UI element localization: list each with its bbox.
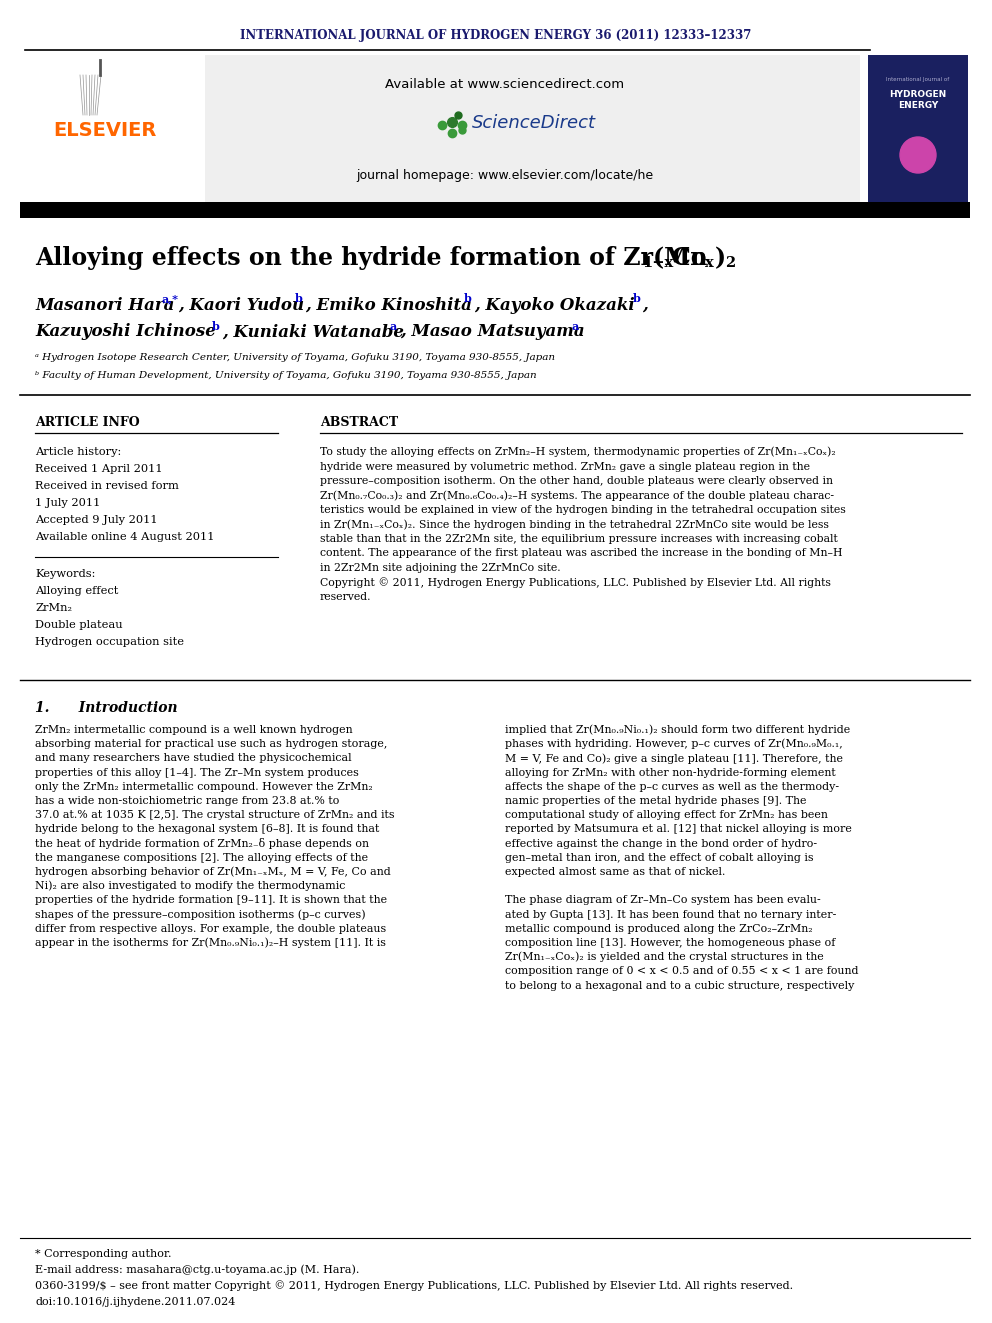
Text: 1 July 2011: 1 July 2011 bbox=[35, 497, 100, 508]
Text: in Zr(Mn₁₋ₓCoₓ)₂. Since the hydrogen binding in the tetrahedral 2ZrMnCo site wou: in Zr(Mn₁₋ₓCoₓ)₂. Since the hydrogen bin… bbox=[320, 519, 829, 529]
Text: Keywords:: Keywords: bbox=[35, 569, 95, 579]
Text: expected almost same as that of nickel.: expected almost same as that of nickel. bbox=[505, 867, 725, 877]
Text: to belong to a hexagonal and to a cubic structure, respectively: to belong to a hexagonal and to a cubic … bbox=[505, 980, 854, 991]
Text: , Kaori Yudou: , Kaori Yudou bbox=[178, 296, 305, 314]
Text: appear in the isotherms for Zr(Mn₀.₉Ni₀.₁)₂–H system [11]. It is: appear in the isotherms for Zr(Mn₀.₉Ni₀.… bbox=[35, 938, 386, 949]
Text: Available at www.sciencedirect.com: Available at www.sciencedirect.com bbox=[386, 78, 625, 91]
Text: INTERNATIONAL JOURNAL OF HYDROGEN ENERGY 36 (2011) 12333–12337: INTERNATIONAL JOURNAL OF HYDROGEN ENERGY… bbox=[240, 29, 752, 41]
Text: phases with hydriding. However, p–c curves of Zr(Mn₀.₉M₀.₁,: phases with hydriding. However, p–c curv… bbox=[505, 740, 843, 750]
Text: ZrMn₂: ZrMn₂ bbox=[35, 603, 72, 613]
Text: 1−x: 1−x bbox=[642, 255, 674, 270]
Text: ᵃ Hydrogen Isotope Research Center, University of Toyama, Gofuku 3190, Toyama 93: ᵃ Hydrogen Isotope Research Center, Univ… bbox=[35, 353, 555, 363]
Text: alloying for ZrMn₂ with other non-hydride-forming element: alloying for ZrMn₂ with other non-hydrid… bbox=[505, 767, 835, 778]
Text: Ni)₂ are also investigated to modify the thermodynamic: Ni)₂ are also investigated to modify the… bbox=[35, 881, 345, 892]
Text: Kazuyoshi Ichinose: Kazuyoshi Ichinose bbox=[35, 324, 216, 340]
Text: a: a bbox=[390, 320, 397, 332]
Text: * Corresponding author.: * Corresponding author. bbox=[35, 1249, 172, 1259]
Text: ABSTRACT: ABSTRACT bbox=[320, 415, 398, 429]
Text: ated by Gupta [13]. It has been found that no ternary inter-: ated by Gupta [13]. It has been found th… bbox=[505, 910, 836, 919]
Text: stable than that in the 2Zr2Mn site, the equilibrium pressure increases with inc: stable than that in the 2Zr2Mn site, the… bbox=[320, 534, 838, 544]
Text: b: b bbox=[295, 294, 303, 304]
Text: journal homepage: www.elsevier.com/locate/he: journal homepage: www.elsevier.com/locat… bbox=[356, 168, 654, 181]
Text: the manganese compositions [2]. The alloying effects of the: the manganese compositions [2]. The allo… bbox=[35, 853, 368, 863]
Text: b: b bbox=[633, 294, 641, 304]
Text: M = V, Fe and Co)₂ give a single plateau [11]. Therefore, the: M = V, Fe and Co)₂ give a single plateau… bbox=[505, 753, 843, 763]
Text: International Journal of: International Journal of bbox=[887, 78, 949, 82]
Text: gen–metal than iron, and the effect of cobalt alloying is: gen–metal than iron, and the effect of c… bbox=[505, 853, 813, 863]
Text: Zr(Mn₀.₇Co₀.₃)₂ and Zr(Mn₀.₆Co₀.₄)₂–H systems. The appearance of the double plat: Zr(Mn₀.₇Co₀.₃)₂ and Zr(Mn₀.₆Co₀.₄)₂–H sy… bbox=[320, 491, 834, 501]
Text: Alloying effects on the hydride formation of Zr(Mn: Alloying effects on the hydride formatio… bbox=[35, 246, 707, 270]
Bar bbox=[205, 56, 860, 205]
Text: in 2Zr2Mn site adjoining the 2ZrMnCo site.: in 2Zr2Mn site adjoining the 2ZrMnCo sit… bbox=[320, 564, 560, 573]
Text: pressure–composition isotherm. On the other hand, double plateaus were clearly o: pressure–composition isotherm. On the ot… bbox=[320, 476, 833, 486]
Text: composition range of 0 < x < 0.5 and of 0.55 < x < 1 are found: composition range of 0 < x < 0.5 and of … bbox=[505, 966, 858, 976]
Text: , Emiko Kinoshita: , Emiko Kinoshita bbox=[305, 296, 472, 314]
Text: 37.0 at.% at 1035 K [2,5]. The crystal structure of ZrMn₂ and its: 37.0 at.% at 1035 K [2,5]. The crystal s… bbox=[35, 810, 395, 820]
Text: ,: , bbox=[642, 296, 648, 314]
Text: ): ) bbox=[715, 246, 726, 270]
Text: teristics would be explained in view of the hydrogen binding in the tetrahedral : teristics would be explained in view of … bbox=[320, 505, 846, 515]
Text: effective against the change in the bond order of hydro-: effective against the change in the bond… bbox=[505, 839, 817, 848]
Bar bbox=[20, 202, 970, 218]
Text: hydrogen absorbing behavior of Zr(Mn₁₋ₓMₓ, M = V, Fe, Co and: hydrogen absorbing behavior of Zr(Mn₁₋ₓM… bbox=[35, 867, 391, 877]
Text: Accepted 9 July 2011: Accepted 9 July 2011 bbox=[35, 515, 158, 525]
Text: composition line [13]. However, the homogeneous phase of: composition line [13]. However, the homo… bbox=[505, 938, 835, 949]
Text: absorbing material for practical use such as hydrogen storage,: absorbing material for practical use suc… bbox=[35, 740, 387, 749]
Text: b: b bbox=[464, 294, 472, 304]
Text: Available online 4 August 2011: Available online 4 August 2011 bbox=[35, 532, 214, 542]
Text: Alloying effect: Alloying effect bbox=[35, 586, 118, 595]
Text: The phase diagram of Zr–Mn–Co system has been evalu-: The phase diagram of Zr–Mn–Co system has… bbox=[505, 896, 820, 905]
Text: hydride were measured by volumetric method. ZrMn₂ gave a single plateau region i: hydride were measured by volumetric meth… bbox=[320, 462, 810, 471]
Text: ARTICLE INFO: ARTICLE INFO bbox=[35, 415, 140, 429]
Text: x: x bbox=[705, 255, 714, 270]
Text: Zr(Mn₁₋ₓCoₓ)₂ is yielded and the crystal structures in the: Zr(Mn₁₋ₓCoₓ)₂ is yielded and the crystal… bbox=[505, 953, 823, 962]
Text: b: b bbox=[212, 320, 220, 332]
Text: namic properties of the metal hydride phases [9]. The: namic properties of the metal hydride ph… bbox=[505, 796, 806, 806]
Text: , Kayoko Okazaki: , Kayoko Okazaki bbox=[474, 296, 635, 314]
Text: has a wide non-stoichiometric range from 23.8 at.% to: has a wide non-stoichiometric range from… bbox=[35, 796, 339, 806]
Text: Masanori Hara: Masanori Hara bbox=[35, 296, 175, 314]
Text: and many researchers have studied the physicochemical: and many researchers have studied the ph… bbox=[35, 753, 351, 763]
Circle shape bbox=[900, 138, 936, 173]
Text: implied that Zr(Mn₀.₉Ni₀.₁)₂ should form two different hydride: implied that Zr(Mn₀.₉Ni₀.₁)₂ should form… bbox=[505, 725, 850, 736]
Text: content. The appearance of the first plateau was ascribed the increase in the bo: content. The appearance of the first pla… bbox=[320, 549, 842, 558]
Text: computational study of alloying effect for ZrMn₂ has been: computational study of alloying effect f… bbox=[505, 810, 828, 820]
Text: Article history:: Article history: bbox=[35, 447, 121, 456]
Text: E-mail address: masahara@ctg.u-toyama.ac.jp (M. Hara).: E-mail address: masahara@ctg.u-toyama.ac… bbox=[35, 1265, 359, 1275]
Text: affects the shape of the p–c curves as well as the thermody-: affects the shape of the p–c curves as w… bbox=[505, 782, 839, 791]
Text: reserved.: reserved. bbox=[320, 591, 371, 602]
Text: 0360-3199/$ – see front matter Copyright © 2011, Hydrogen Energy Publications, L: 0360-3199/$ – see front matter Copyright… bbox=[35, 1281, 794, 1291]
Text: properties of this alloy [1–4]. The Zr–Mn system produces: properties of this alloy [1–4]. The Zr–M… bbox=[35, 767, 359, 778]
Text: reported by Matsumura et al. [12] that nickel alloying is more: reported by Matsumura et al. [12] that n… bbox=[505, 824, 852, 835]
Text: the heat of hydride formation of ZrMn₂₋δ phase depends on: the heat of hydride formation of ZrMn₂₋δ… bbox=[35, 837, 369, 849]
Text: ZrMn₂ intermetallic compound is a well known hydrogen: ZrMn₂ intermetallic compound is a well k… bbox=[35, 725, 352, 736]
Text: differ from respective alloys. For example, the double plateaus: differ from respective alloys. For examp… bbox=[35, 923, 386, 934]
Text: HYDROGEN
ENERGY: HYDROGEN ENERGY bbox=[890, 90, 946, 110]
Text: Received 1 April 2011: Received 1 April 2011 bbox=[35, 464, 163, 474]
Text: ELSEVIER: ELSEVIER bbox=[54, 120, 157, 139]
Text: , Kuniaki Watanabe: , Kuniaki Watanabe bbox=[222, 324, 404, 340]
Text: , Masao Matsuyama: , Masao Matsuyama bbox=[400, 324, 584, 340]
Bar bbox=[868, 56, 968, 205]
Text: ᵇ Faculty of Human Development, University of Toyama, Gofuku 3190, Toyama 930-85: ᵇ Faculty of Human Development, Universi… bbox=[35, 370, 537, 380]
Text: shapes of the pressure–composition isotherms (p–c curves): shapes of the pressure–composition isoth… bbox=[35, 909, 366, 919]
Text: hydride belong to the hexagonal system [6–8]. It is found that: hydride belong to the hexagonal system [… bbox=[35, 824, 379, 835]
Text: Copyright © 2011, Hydrogen Energy Publications, LLC. Published by Elsevier Ltd. : Copyright © 2011, Hydrogen Energy Public… bbox=[320, 577, 831, 587]
Text: properties of the hydride formation [9–11]. It is shown that the: properties of the hydride formation [9–1… bbox=[35, 896, 387, 905]
Text: 2: 2 bbox=[725, 255, 735, 270]
Text: metallic compound is produced along the ZrCo₂–ZrMn₂: metallic compound is produced along the … bbox=[505, 923, 812, 934]
Text: 1.      Introduction: 1. Introduction bbox=[35, 701, 178, 714]
Text: Co: Co bbox=[672, 246, 706, 270]
Text: Double plateau: Double plateau bbox=[35, 620, 123, 630]
Text: doi:10.1016/j.ijhydene.2011.07.024: doi:10.1016/j.ijhydene.2011.07.024 bbox=[35, 1297, 235, 1307]
Text: Received in revised form: Received in revised form bbox=[35, 482, 179, 491]
Text: To study the alloying effects on ZrMn₂–H system, thermodynamic properties of Zr(: To study the alloying effects on ZrMn₂–H… bbox=[320, 447, 835, 458]
Text: a,*: a,* bbox=[162, 294, 179, 304]
Text: Hydrogen occupation site: Hydrogen occupation site bbox=[35, 636, 184, 647]
Text: a: a bbox=[572, 320, 579, 332]
Text: ScienceDirect: ScienceDirect bbox=[472, 114, 596, 132]
Text: only the ZrMn₂ intermetallic compound. However the ZrMn₂: only the ZrMn₂ intermetallic compound. H… bbox=[35, 782, 373, 791]
